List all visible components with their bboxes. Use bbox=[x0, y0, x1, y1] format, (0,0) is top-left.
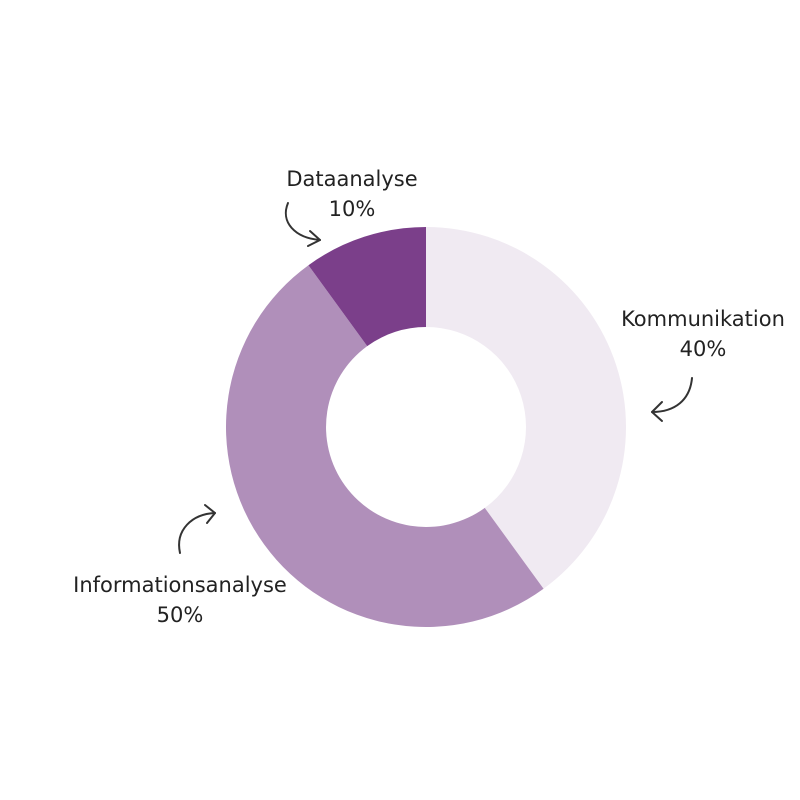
arrow bbox=[651, 377, 693, 422]
slice bbox=[426, 227, 626, 589]
slice-label: Kommunikation bbox=[621, 307, 785, 331]
slice bbox=[226, 265, 544, 628]
arrow bbox=[178, 504, 216, 554]
slice-label: Informationsanalyse bbox=[73, 573, 287, 597]
slice bbox=[308, 227, 426, 347]
arrow bbox=[284, 202, 321, 247]
value-label: 10% bbox=[329, 197, 376, 221]
value-label: 50% bbox=[157, 603, 204, 627]
slice-label: Dataanalyse bbox=[286, 167, 417, 191]
value-label: 40% bbox=[680, 337, 727, 361]
